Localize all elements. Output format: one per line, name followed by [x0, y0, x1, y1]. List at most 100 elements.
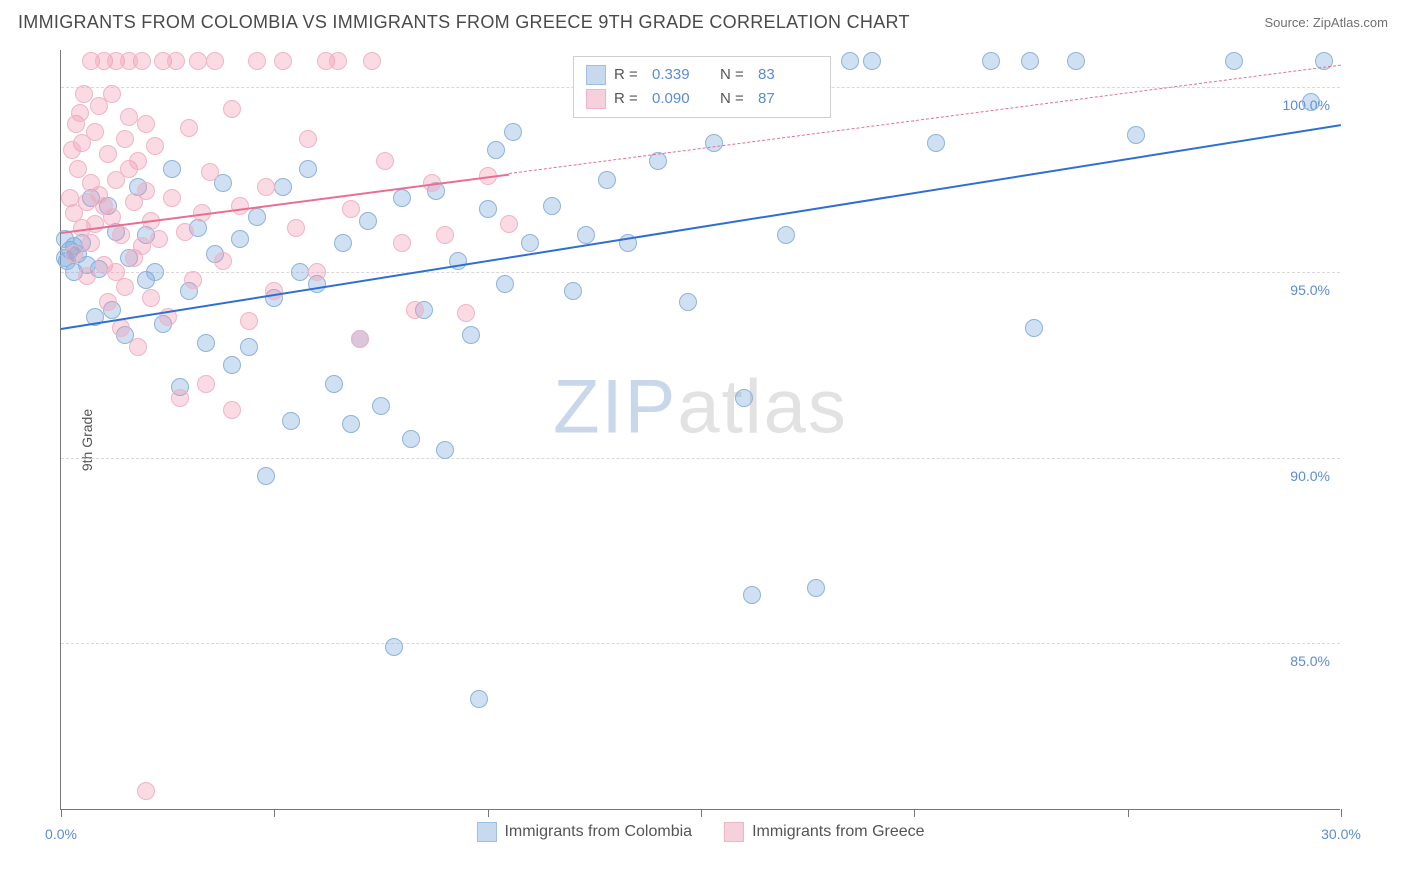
- data-point: [65, 245, 83, 263]
- data-point: [223, 401, 241, 419]
- data-point: [351, 330, 369, 348]
- data-point: [214, 252, 232, 270]
- data-point: [129, 338, 147, 356]
- legend-swatch: [586, 65, 606, 85]
- legend-swatch: [476, 822, 496, 842]
- legend-row: R =0.090N =87: [586, 87, 818, 111]
- legend-label: Immigrants from Greece: [752, 823, 924, 841]
- x-tick-label: 30.0%: [1321, 826, 1361, 842]
- data-point: [521, 234, 539, 252]
- data-point: [265, 282, 283, 300]
- data-point: [457, 304, 475, 322]
- data-point: [436, 441, 454, 459]
- data-point: [679, 293, 697, 311]
- data-point: [500, 215, 518, 233]
- data-point: [99, 145, 117, 163]
- data-point: [564, 282, 582, 300]
- data-point: [807, 579, 825, 597]
- data-point: [75, 85, 93, 103]
- legend-label: Immigrants from Colombia: [504, 823, 692, 841]
- data-point: [543, 197, 561, 215]
- y-tick-label: 90.0%: [1290, 468, 1330, 484]
- data-point: [287, 219, 305, 237]
- data-point: [201, 163, 219, 181]
- data-point: [240, 312, 258, 330]
- data-point: [142, 289, 160, 307]
- x-tick: [1128, 809, 1129, 817]
- x-tick-label: 0.0%: [45, 826, 77, 842]
- data-point: [496, 275, 514, 293]
- data-point: [470, 690, 488, 708]
- data-point: [282, 412, 300, 430]
- data-point: [103, 85, 121, 103]
- x-tick: [914, 809, 915, 817]
- data-point: [137, 782, 155, 800]
- data-point: [743, 586, 761, 604]
- data-point: [841, 52, 859, 70]
- chart-container: 9th Grade ZIPatlas 85.0%90.0%95.0%100.0%…: [48, 50, 1388, 830]
- data-point: [112, 319, 130, 337]
- data-point: [112, 226, 130, 244]
- data-point: [120, 108, 138, 126]
- data-point: [1021, 52, 1039, 70]
- correlation-legend: R =0.339N =83R =0.090N =87: [573, 56, 831, 118]
- data-point: [325, 375, 343, 393]
- data-point: [103, 208, 121, 226]
- data-point: [71, 104, 89, 122]
- data-point: [1225, 52, 1243, 70]
- data-point: [137, 182, 155, 200]
- data-point: [137, 115, 155, 133]
- data-point: [504, 123, 522, 141]
- data-point: [180, 119, 198, 137]
- data-point: [116, 130, 134, 148]
- data-point: [329, 52, 347, 70]
- x-tick: [701, 809, 702, 817]
- data-point: [577, 226, 595, 244]
- data-point: [231, 197, 249, 215]
- gridline: [61, 272, 1340, 273]
- data-point: [406, 301, 424, 319]
- data-point: [927, 134, 945, 152]
- data-point: [163, 189, 181, 207]
- data-point: [863, 52, 881, 70]
- legend-row: R =0.339N =83: [586, 63, 818, 87]
- data-point: [223, 100, 241, 118]
- data-point: [342, 415, 360, 433]
- data-point: [86, 215, 104, 233]
- data-point: [69, 160, 87, 178]
- data-point: [120, 52, 138, 70]
- data-point: [197, 334, 215, 352]
- data-point: [176, 223, 194, 241]
- data-point: [1127, 126, 1145, 144]
- data-point: [99, 293, 117, 311]
- data-point: [372, 397, 390, 415]
- data-point: [735, 389, 753, 407]
- series-legend: Immigrants from Colombia Immigrants from …: [476, 822, 924, 842]
- legend-item: Immigrants from Colombia: [476, 822, 692, 842]
- chart-title: IMMIGRANTS FROM COLOMBIA VS IMMIGRANTS F…: [18, 12, 910, 33]
- plot-area: ZIPatlas 85.0%90.0%95.0%100.0%0.0%30.0%R…: [60, 50, 1340, 810]
- legend-swatch: [586, 89, 606, 109]
- watermark: ZIPatlas: [553, 363, 848, 450]
- data-point: [1025, 319, 1043, 337]
- data-point: [291, 263, 309, 281]
- data-point: [82, 234, 100, 252]
- data-point: [197, 375, 215, 393]
- data-point: [299, 130, 317, 148]
- data-point: [116, 278, 134, 296]
- data-point: [363, 52, 381, 70]
- chart-source: Source: ZipAtlas.com: [1264, 15, 1388, 30]
- data-point: [393, 189, 411, 207]
- data-point: [248, 52, 266, 70]
- y-tick-label: 85.0%: [1290, 653, 1330, 669]
- data-point: [133, 237, 151, 255]
- data-point: [63, 141, 81, 159]
- data-point: [171, 389, 189, 407]
- data-point: [257, 178, 275, 196]
- y-tick-label: 95.0%: [1290, 282, 1330, 298]
- x-tick: [488, 809, 489, 817]
- data-point: [146, 263, 164, 281]
- gridline: [61, 458, 1340, 459]
- data-point: [1067, 52, 1085, 70]
- gridline: [61, 643, 1340, 644]
